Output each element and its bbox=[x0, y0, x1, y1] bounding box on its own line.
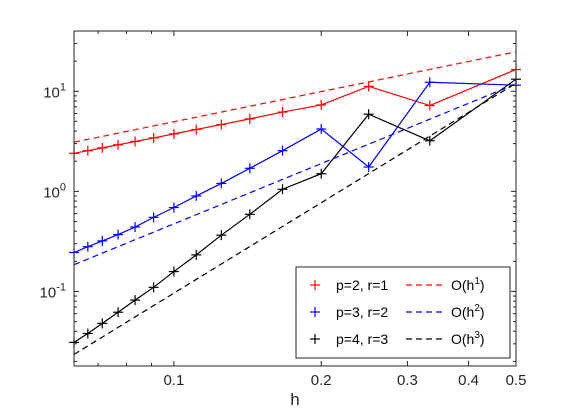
data-point-s2-10 bbox=[244, 163, 255, 174]
x-tick-label-3: 0.3 bbox=[397, 372, 418, 389]
data-point-s1-7 bbox=[168, 128, 179, 139]
data-point-s1-13 bbox=[363, 81, 374, 92]
series-line-4 bbox=[73, 51, 517, 143]
data-point-s3-9 bbox=[216, 230, 227, 241]
data-point-s1-3 bbox=[97, 142, 108, 153]
data-point-s1-9 bbox=[216, 119, 227, 130]
data-point-s2-4 bbox=[113, 229, 124, 240]
legend-label-3: p=4, r=3 bbox=[336, 331, 388, 347]
data-point-s3-4 bbox=[113, 307, 124, 318]
data-point-s2-3 bbox=[97, 235, 108, 246]
ticks-layer: 0.1 0.2 0.3 0.4 0.5 10-1 100 101 bbox=[40, 30, 527, 389]
data-point-s2-13 bbox=[363, 162, 374, 173]
data-point-s2-14 bbox=[424, 77, 435, 88]
data-point-s3-7 bbox=[168, 266, 179, 277]
data-point-s2-5 bbox=[130, 222, 141, 233]
data-point-s1-10 bbox=[244, 113, 255, 124]
data-point-s2-6 bbox=[148, 212, 159, 223]
legend-order-label-1: O(h1) bbox=[451, 276, 485, 293]
data-point-s3-11 bbox=[277, 184, 288, 195]
legend: p=2, r=1 O(h1) p=3, r=2 O(h2) p=4, r=3 O(h3) bbox=[295, 266, 511, 359]
legend-box bbox=[295, 266, 511, 359]
data-point-s3-13 bbox=[363, 109, 374, 120]
x-tick-label-1: 0.1 bbox=[163, 372, 184, 389]
data-point-s2-12 bbox=[316, 123, 327, 134]
data-point-s2-7 bbox=[168, 202, 179, 213]
data-point-s1-8 bbox=[191, 124, 202, 135]
data-point-s3-2 bbox=[82, 328, 93, 339]
legend-order-label-3: O(h3) bbox=[451, 330, 485, 347]
data-point-s1-12 bbox=[316, 99, 327, 110]
data-point-s2-9 bbox=[216, 178, 227, 189]
legend-label-1: p=2, r=1 bbox=[336, 277, 388, 293]
data-point-s2-8 bbox=[191, 190, 202, 201]
legend-order-label-2: O(h2) bbox=[451, 303, 485, 320]
x-tick-label-2: 0.2 bbox=[311, 372, 332, 389]
data-point-s1-6 bbox=[148, 132, 159, 143]
data-point-s3-10 bbox=[244, 209, 255, 220]
data-point-s3-6 bbox=[148, 282, 159, 293]
y-tick-label-3: 101 bbox=[43, 81, 66, 101]
legend-marker-1 bbox=[310, 280, 320, 290]
y-tick-label-2: 100 bbox=[43, 181, 66, 201]
series-layer bbox=[69, 51, 521, 355]
y-tick-label-1: 10-1 bbox=[40, 281, 66, 301]
data-point-s3-8 bbox=[191, 249, 202, 260]
x-tick-label-4: 0.4 bbox=[458, 372, 479, 389]
x-axis-label: h bbox=[290, 390, 299, 409]
data-point-s3-5 bbox=[130, 295, 141, 306]
data-point-s3-12 bbox=[316, 168, 327, 179]
data-point-s1-11 bbox=[277, 107, 288, 118]
legend-marker-2 bbox=[310, 307, 320, 317]
data-point-s2-2 bbox=[82, 241, 93, 252]
data-point-s1-2 bbox=[82, 145, 93, 156]
data-point-s3-3 bbox=[97, 318, 108, 329]
data-point-s2-11 bbox=[277, 145, 288, 156]
x-tick-label-5: 0.5 bbox=[506, 372, 527, 389]
data-point-s1-5 bbox=[130, 136, 141, 147]
data-point-s3-14 bbox=[424, 135, 435, 146]
legend-label-2: p=3, r=2 bbox=[336, 304, 388, 320]
plot-frame bbox=[73, 30, 517, 367]
data-point-s1-14 bbox=[424, 100, 435, 111]
series-line-6 bbox=[73, 82, 517, 355]
data-point-s1-4 bbox=[113, 139, 124, 150]
legend-marker-3 bbox=[310, 334, 320, 344]
